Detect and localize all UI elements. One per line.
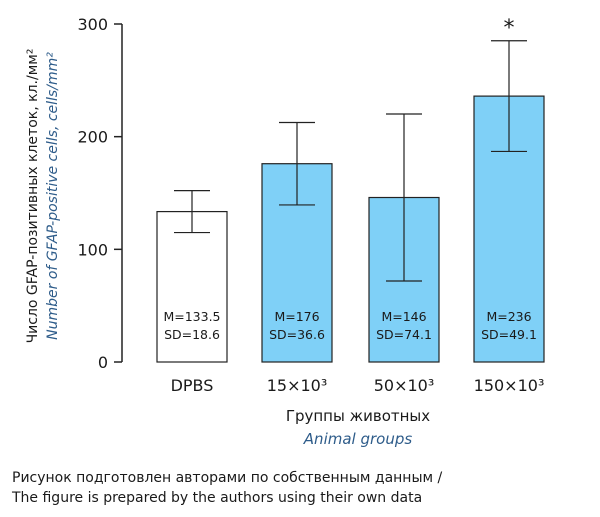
- caption-line-ru: Рисунок подготовлен авторами по собствен…: [12, 470, 443, 486]
- x-tick-label-3: 50×10³: [374, 376, 435, 395]
- bar-chart: Число GFAP-позитивных клеток, кл./мм² Nu…: [25, 15, 545, 448]
- x-tick-label-2: 15×10³: [267, 376, 328, 395]
- bar-1: [156, 210, 228, 363]
- caption-line-en: The figure is prepared by the authors us…: [12, 490, 423, 506]
- y-tick-label-200: 200: [77, 128, 108, 147]
- bar-label-3-2: SD=74.1: [376, 327, 432, 342]
- plot-area: 0 100 200 300 M=133.5 SD=18.6 DPBS M=176 SD=36.6…: [77, 15, 545, 395]
- bar-label-2-1: M=176: [274, 309, 319, 324]
- y-axis-label-ru: Число GFAP-позитивных клеток, кл./мм²: [25, 49, 41, 344]
- bar-label-1-1: M=133.5: [163, 309, 220, 324]
- x-axis-label-en: Animal groups: [303, 430, 413, 448]
- bar-label-4-2: SD=49.1: [481, 327, 537, 342]
- bar-label-2-2: SD=36.6: [269, 327, 325, 342]
- y-tick-label-300: 300: [77, 15, 108, 34]
- bar-label-3-1: M=146: [381, 309, 426, 324]
- x-tick-label-1: DPBS: [171, 376, 214, 395]
- bar-label-4-1: M=236: [486, 309, 531, 324]
- y-axis-label-en: Number of GFAP-positive cells, cells/mm²: [45, 52, 61, 340]
- significance-marker-4: *: [504, 16, 515, 41]
- figure-caption: Рисунок подготовлен авторами по собствен…: [12, 468, 442, 508]
- y-tick-label-0: 0: [98, 353, 108, 372]
- x-axis-label-ru: Группы животных: [286, 407, 430, 425]
- y-tick-label-100: 100: [77, 240, 108, 259]
- x-tick-label-4: 150×10³: [474, 376, 545, 395]
- bar-label-1-2: SD=18.6: [164, 327, 220, 342]
